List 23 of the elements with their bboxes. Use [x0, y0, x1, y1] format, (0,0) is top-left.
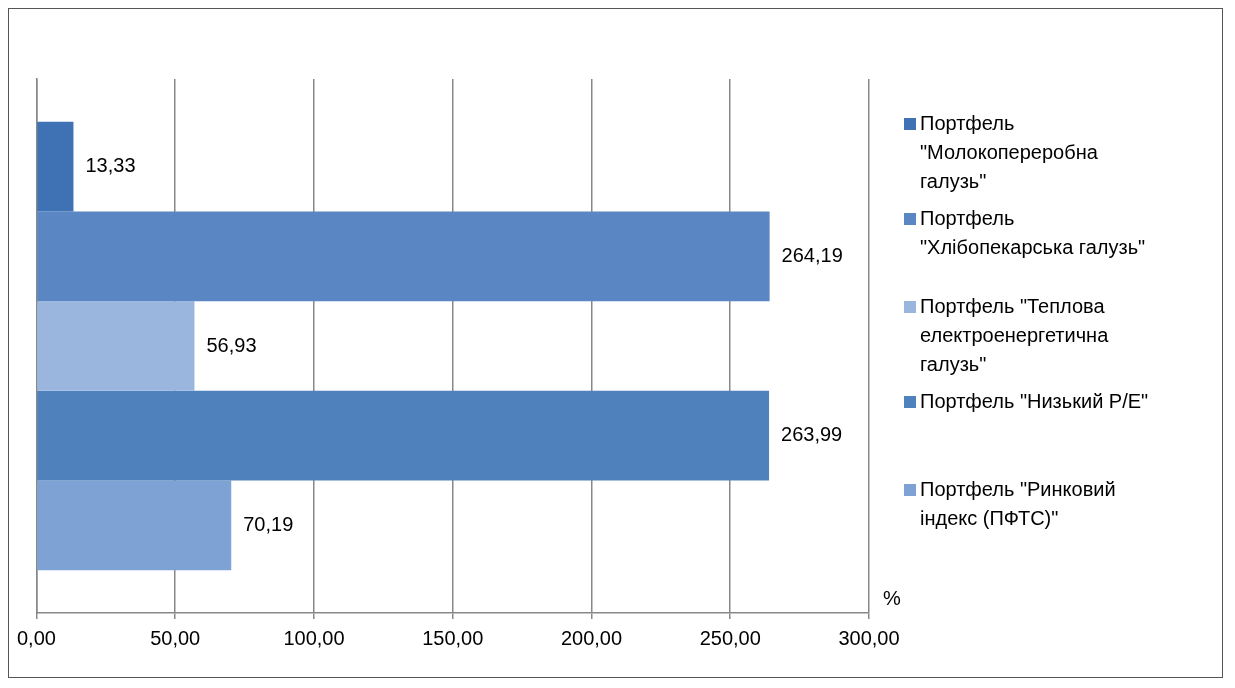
x-tick-label: 200,00 [560, 626, 623, 649]
bar [37, 480, 232, 571]
legend-label: Портфель "Хлібопекарська галузь" [920, 206, 1147, 260]
x-axis-title: % [883, 586, 901, 609]
x-tick-label: 50,00 [150, 626, 201, 649]
data-label: 56,93 [206, 333, 257, 356]
legend-label: Портфель "Теплова електроенергетична галузь" [920, 294, 1110, 377]
bar [37, 301, 195, 391]
data-label: 264,19 [781, 243, 843, 266]
bar [37, 211, 770, 302]
x-tick-label: 250,00 [699, 626, 761, 649]
x-tick-label: 150,00 [422, 626, 484, 649]
bar [37, 121, 74, 212]
legend-label: Портфель "Низький P/E" [920, 389, 1149, 414]
bar [37, 390, 770, 481]
data-label: 70,19 [243, 512, 294, 535]
x-tick-label: 0,00 [16, 626, 56, 649]
x-tick-label: 300,00 [838, 626, 900, 649]
data-label: 13,33 [85, 154, 136, 177]
legend-label: Портфель "Ринковий індекс (ПФТС)" [920, 477, 1117, 531]
legend-label: Портфель "Молокопереробна галузь" [920, 111, 1099, 194]
data-label: 263,99 [781, 423, 843, 446]
x-tick-label: 100,00 [283, 626, 345, 649]
